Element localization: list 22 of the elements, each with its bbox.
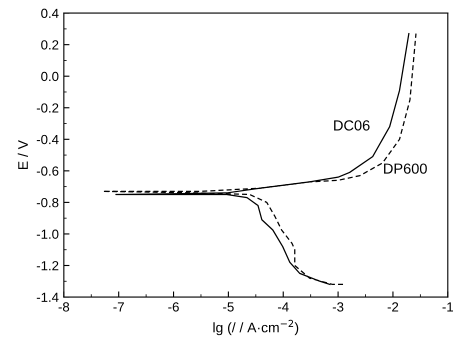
x-tick-label: -4 (278, 302, 289, 312)
y-tick-label: -0.4 (36, 134, 59, 144)
x-tick-label: -2 (388, 302, 398, 312)
y-axis-title: E / V (18, 140, 28, 169)
y-tick-label: -0.6 (36, 166, 58, 176)
x-tick-label: -8 (58, 302, 70, 312)
x-tick-label: -5 (223, 302, 234, 312)
y-tick-label: 0.0 (41, 72, 58, 82)
x-axis-title: lg (/ / A·cm$^{−2}$) (213, 320, 298, 336)
y-tick-label: -1.0 (36, 230, 58, 239)
x-tick-label: -6 (168, 302, 179, 312)
x-tick-label: -1 (442, 302, 454, 312)
series-label: DC06 (334, 120, 370, 131)
series-label: DP600 (384, 163, 427, 174)
y-tick-label: -1.4 (36, 292, 59, 302)
y-tick-label: -1.2 (36, 261, 58, 270)
y-tick-label: 0.2 (41, 40, 58, 50)
y-tick-label: -0.8 (36, 198, 58, 208)
x-tick-label: -7 (113, 302, 124, 312)
y-tick-label: 0.4 (41, 8, 59, 18)
x-tick-label: -3 (332, 302, 344, 312)
y-tick-label: -0.2 (36, 103, 58, 113)
